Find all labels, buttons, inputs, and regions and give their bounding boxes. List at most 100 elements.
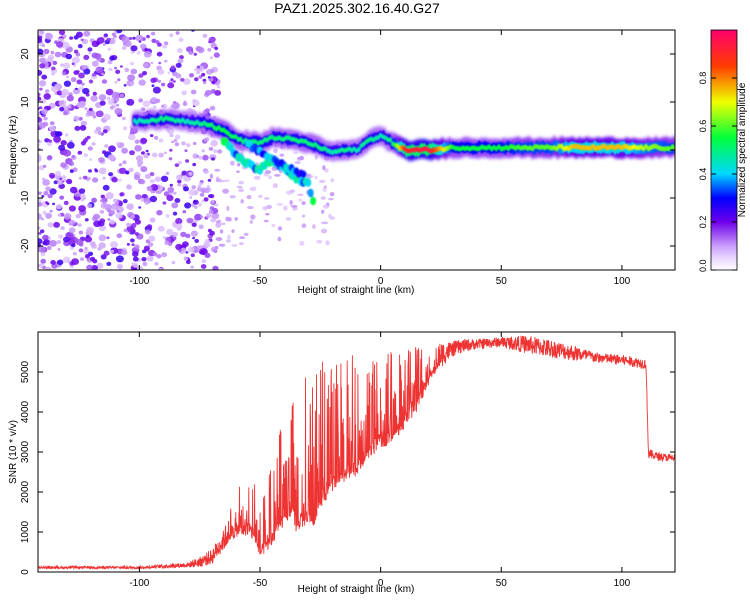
noise-speckle: [41, 108, 48, 115]
noise-speckle: [121, 147, 128, 154]
y-tick-label: 3000: [20, 440, 31, 463]
noise-speckle: [207, 185, 210, 188]
noise-speckle: [46, 155, 53, 161]
noise-speckle: [166, 194, 174, 202]
noise-speckle: [274, 174, 281, 177]
noise-speckle: [74, 125, 81, 131]
noise-speckle: [218, 179, 226, 183]
noise-speckle: [71, 243, 76, 248]
noise-speckle: [210, 246, 218, 253]
noise-speckle: [199, 192, 205, 197]
noise-speckle: [38, 154, 42, 162]
noise-speckle: [98, 157, 105, 163]
noise-speckle: [68, 205, 76, 212]
noise-speckle: [109, 56, 115, 61]
y-tick-label: 2000: [20, 480, 31, 503]
noise-speckle: [190, 253, 195, 257]
noise-speckle: [106, 261, 112, 266]
noise-speckle: [96, 262, 104, 270]
colorbar-bar: [710, 29, 738, 271]
noise-speckle: [220, 229, 224, 234]
noise-speckle: [132, 262, 139, 268]
noise-speckle: [38, 226, 41, 230]
noise-speckle: [205, 108, 210, 113]
noise-speckle: [211, 157, 215, 161]
noise-speckle: [236, 170, 240, 173]
spectrogram-y-label: Frequency (Hz): [8, 116, 19, 185]
spectrogram-plot-area: [38, 30, 675, 270]
noise-speckle: [63, 213, 72, 220]
noise-speckle: [328, 213, 332, 219]
noise-speckle: [55, 204, 63, 210]
noise-speckle: [76, 79, 83, 85]
noise-speckle: [277, 236, 282, 242]
noise-speckle: [91, 197, 97, 203]
spectral-branch-point: [300, 170, 307, 179]
noise-speckle: [198, 224, 204, 230]
noise-speckle: [161, 252, 168, 258]
noise-speckle: [160, 175, 169, 182]
noise-speckle: [72, 87, 81, 95]
noise-speckle: [175, 31, 180, 35]
noise-speckle: [218, 243, 226, 247]
noise-speckle: [182, 78, 191, 85]
noise-speckle: [38, 96, 42, 102]
noise-speckle: [66, 141, 75, 149]
noise-speckle: [216, 85, 221, 89]
noise-speckle: [134, 219, 141, 225]
noise-speckle: [53, 221, 60, 228]
noise-speckle: [102, 150, 107, 155]
noise-speckle: [66, 75, 69, 79]
noise-speckle: [186, 217, 194, 224]
noise-speckle: [182, 210, 187, 214]
y-tick-label: 1000: [20, 520, 31, 543]
noise-speckle: [152, 252, 158, 257]
noise-speckle: [77, 223, 82, 227]
noise-speckle: [230, 160, 235, 166]
noise-speckle: [54, 51, 62, 58]
noise-speckle: [55, 41, 64, 48]
noise-speckle: [271, 223, 276, 228]
noise-speckle: [201, 149, 205, 153]
noise-speckle: [129, 61, 134, 66]
noise-speckle: [143, 62, 150, 68]
noise-speckle: [98, 167, 107, 175]
noise-speckle: [129, 82, 134, 86]
noise-speckle: [211, 199, 215, 204]
noise-speckle: [62, 62, 71, 70]
noise-speckle: [231, 229, 235, 234]
noise-speckle: [192, 141, 197, 146]
noise-speckle: [201, 189, 206, 193]
noise-speckle: [115, 255, 124, 263]
noise-speckle: [263, 219, 269, 223]
noise-speckle: [161, 44, 168, 49]
noise-speckle: [108, 145, 116, 153]
noise-speckle: [174, 142, 180, 147]
noise-speckle: [229, 195, 236, 199]
noise-speckle: [143, 51, 152, 58]
noise-speckle: [320, 196, 326, 200]
noise-speckle: [146, 34, 150, 39]
noise-speckle: [125, 170, 130, 175]
noise-speckle: [41, 74, 48, 80]
noise-speckle: [234, 217, 238, 221]
noise-speckle: [46, 105, 52, 111]
noise-speckle: [152, 86, 161, 94]
noise-speckle: [43, 116, 48, 121]
noise-speckle: [177, 48, 183, 54]
noise-speckle: [47, 141, 52, 146]
y-tick-label: 5000: [20, 360, 31, 383]
noise-speckle: [126, 203, 134, 210]
noise-speckle: [103, 203, 107, 207]
y-tick-label: -10: [20, 190, 31, 205]
noise-speckle: [202, 154, 209, 161]
noise-speckle: [176, 223, 183, 230]
noise-speckle: [136, 159, 144, 166]
x-tick-label: -100: [129, 276, 149, 287]
noise-speckle: [155, 98, 161, 104]
noise-speckle: [148, 235, 156, 242]
noise-speckle: [212, 265, 219, 270]
noise-speckle: [93, 220, 101, 228]
noise-speckle: [213, 203, 219, 207]
noise-speckle: [111, 32, 116, 36]
